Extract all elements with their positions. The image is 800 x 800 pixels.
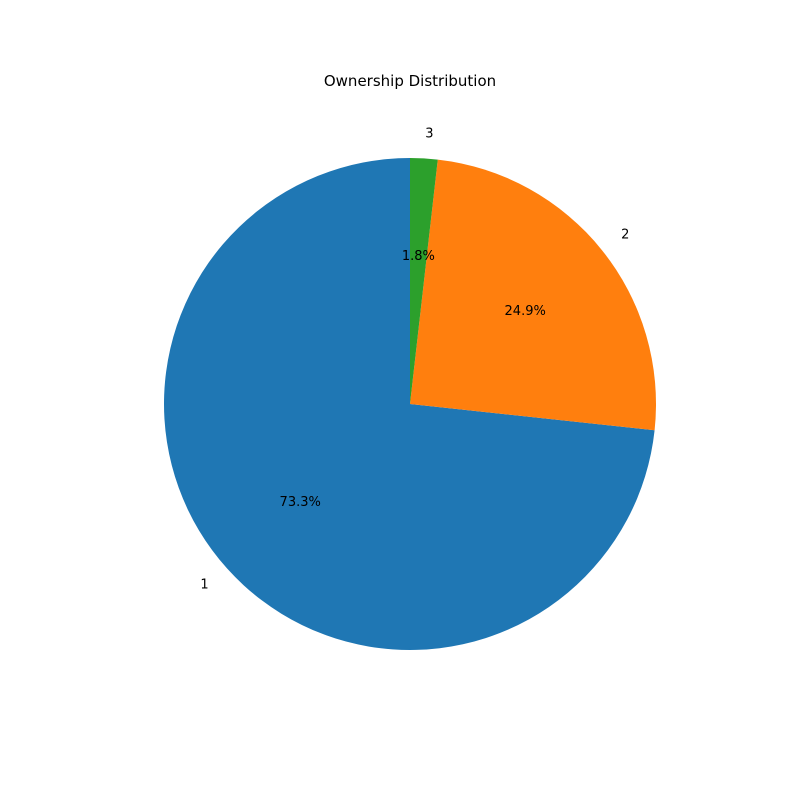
pie-slice-2: [410, 159, 657, 431]
slice-label-3: 3: [425, 126, 433, 141]
chart-title: Ownership Distribution: [323, 72, 497, 90]
pie-slice-1: [164, 158, 655, 651]
slice-percent-2: 24.9%: [505, 304, 546, 319]
slice-percent-3: 1.8%: [402, 249, 435, 264]
pie-slice-3: [410, 158, 438, 404]
slice-label-2: 2: [621, 227, 629, 242]
slice-label-1: 1: [200, 577, 208, 592]
slice-percent-1: 73.3%: [280, 495, 321, 510]
